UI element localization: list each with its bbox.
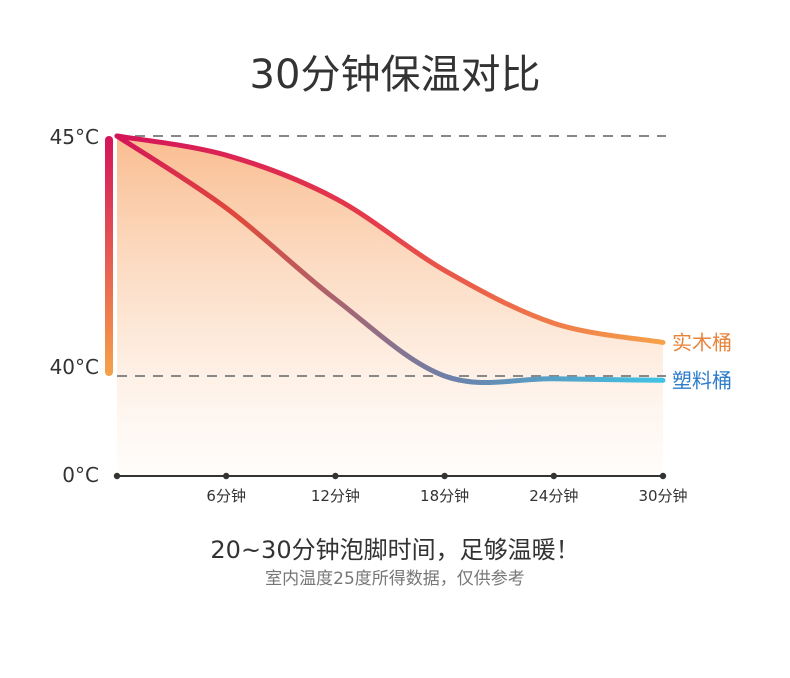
wood-area-fill <box>117 136 663 476</box>
x-tick-label: 12分钟 <box>311 487 360 505</box>
x-tick-label: 30分钟 <box>638 487 687 505</box>
x-tick-dot <box>223 472 230 480</box>
caption-sub: 室内温度25度所得数据，仅供参考 <box>265 569 525 589</box>
x-tick-dot <box>441 472 448 480</box>
x-tick-label: 6分钟 <box>206 487 246 505</box>
x-tick-group: 6分钟 12分钟 18分钟 24分钟 30分钟 <box>113 472 688 505</box>
x-tick-dot <box>550 472 557 480</box>
x-tick-dot <box>332 472 339 480</box>
series-label-plastic: 塑料桶 <box>672 368 732 392</box>
x-tick-dot <box>659 472 667 480</box>
y-tick-label-45: 45°C <box>50 125 99 149</box>
y-tick-label-40: 40°C <box>50 355 99 379</box>
series-line-wood <box>114 133 666 345</box>
caption-main: 20~30分钟泡脚时间，足够温暖！ <box>210 536 579 564</box>
x-tick-label: 24分钟 <box>529 487 578 505</box>
start-temperature-bar <box>105 136 113 376</box>
x-tick-dot <box>113 472 121 480</box>
series-line-plastic <box>114 133 666 386</box>
chart-title: 30分钟保温对比 <box>250 52 541 98</box>
y-tick-label-0: 0°C <box>62 463 99 487</box>
series-label-wood: 实木桶 <box>672 330 732 354</box>
x-tick-label: 18分钟 <box>420 487 469 505</box>
